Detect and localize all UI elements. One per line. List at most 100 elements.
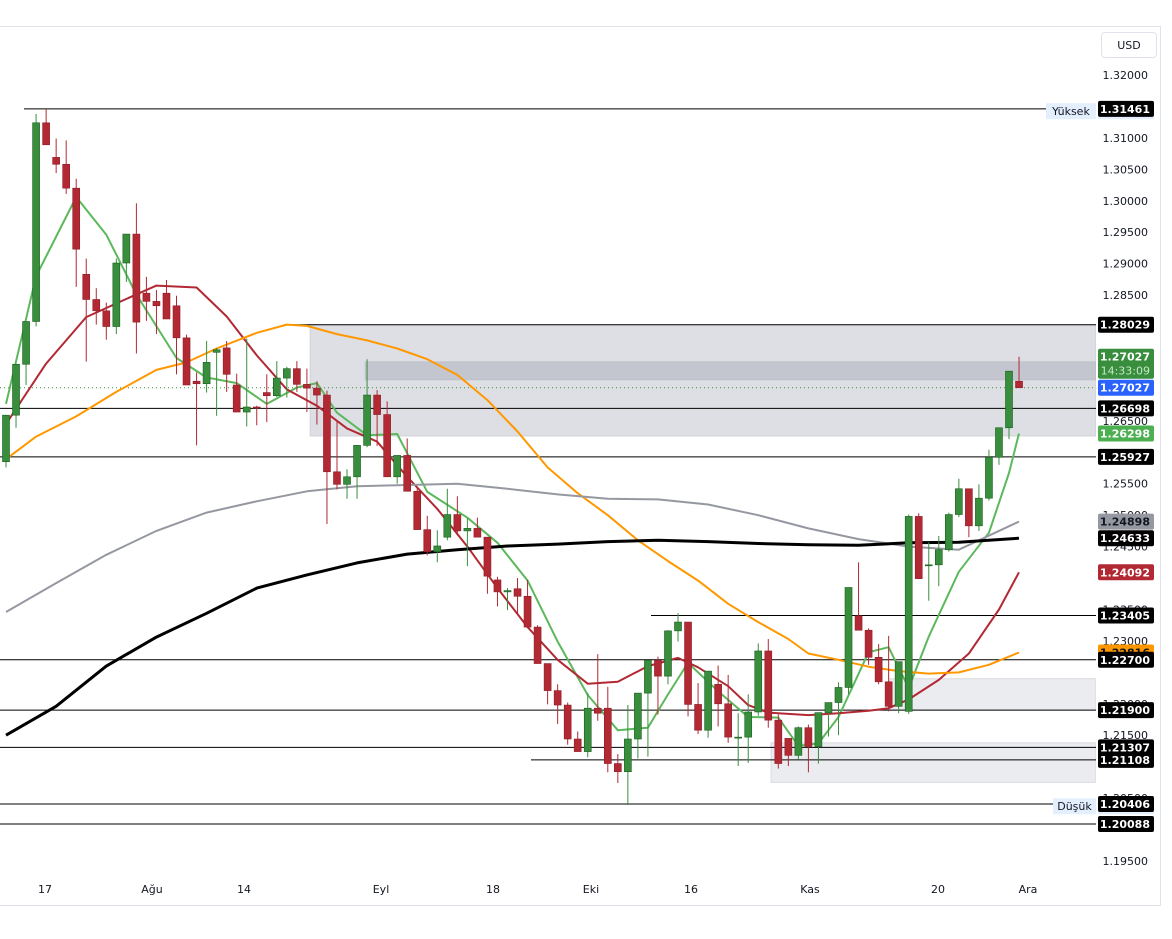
candle-down [82,274,91,300]
candle-up [924,564,933,567]
horizontal-levels[interactable] [0,108,1096,825]
price-tag: 1.21108 [1098,751,1154,768]
candle-down [684,621,692,705]
candle-down [423,529,432,552]
price-tag-text: 1.21307 [1100,741,1150,754]
candle-down [694,704,702,731]
candle-up [985,457,993,499]
marker-label: Düşük [1057,800,1092,813]
price-tag-bg [1098,513,1154,530]
price-tag: 1.26698 [1098,400,1154,417]
price-tag-bg [1098,651,1154,668]
marker-label: Yüksek [1051,105,1090,118]
price-axis-bg[interactable] [1096,27,1160,904]
candle-down [1015,380,1023,389]
candle-down [543,663,552,691]
candle-down [563,704,572,740]
price-tag-text: 1.20088 [1100,818,1150,831]
price-tag-text: 1.31461 [1100,103,1150,116]
ma-line [5,284,1020,717]
price-tag-text: 1.28029 [1100,319,1150,332]
price-tag-bg [1098,100,1154,117]
candle-up [894,661,903,707]
price-tick-label: 1.29500 [1103,226,1149,239]
candle-up [955,488,963,515]
time-tick-label: 20 [931,883,945,896]
candle-up [644,660,652,694]
chart-frame [0,26,1161,906]
time-tick-label: Ağu [141,883,162,896]
candle-down [52,157,60,165]
candle-up [945,514,953,551]
candle-down [764,650,773,721]
candle-down [593,707,602,714]
time-tick-label: Eki [583,883,599,896]
candle-down [523,595,532,628]
time-axis[interactable]: 17 Ağu 14 Eyl 18 Eki 16 Kas 20 Ara [38,883,1037,896]
candle-down [774,719,783,764]
zones [309,324,1097,783]
candle-down [413,490,422,530]
price-tag-text: 1.25927 [1100,451,1150,464]
ma-line [5,536,1020,737]
candle-down [313,387,321,396]
price-tag-text: 1.26698 [1100,402,1150,415]
price-tag: 1.26298 [1098,425,1154,442]
candle-down [192,380,201,385]
price-tag: 1.22700 [1098,651,1154,668]
price-tick-label: 1.19500 [1103,855,1149,868]
candle-up [283,368,291,379]
candle-down [965,488,973,527]
candle-up [2,414,10,463]
candle-up [12,363,20,416]
candle-down [854,615,863,631]
candle-up [704,670,712,731]
price-tag-bg [1098,316,1154,333]
price-tag-text: 1.22700 [1100,654,1150,667]
price-tag-bg [1098,379,1154,396]
candle-up [463,528,472,532]
candle-up [353,445,361,478]
price-tag-bg [1098,702,1154,719]
price-tag-bg [1098,796,1154,813]
candle-down [323,394,331,473]
candle-down [42,122,50,146]
candle-up [503,590,512,593]
price-tag-text: 1.24633 [1100,532,1150,545]
candle-down [262,392,271,396]
candle-up [634,692,642,740]
price-tag-text: 1.21900 [1100,704,1150,717]
candle-down [473,528,482,538]
price-tag-bg [1098,564,1154,581]
candle-down [784,738,793,756]
candle-down [303,384,311,389]
price-tag-bg [1098,425,1154,442]
price-tick-label: 1.26500 [1103,415,1149,428]
price-tag: 1.27027 [1098,379,1154,396]
candle-down [92,299,101,312]
candle-up [975,497,983,527]
candle-down [453,514,462,532]
price-axis[interactable]: 1.32000 1.31000 1.30500 1.30000 1.29500 1.290… [1103,69,1149,868]
candle-up [122,233,131,264]
marker-label-bg [1053,798,1096,815]
price-tick-label: 1.28500 [1103,289,1149,302]
price-tag-bg [1098,530,1154,547]
candle-down [222,347,231,375]
zone-rect [364,361,1097,381]
candle-down [152,301,161,307]
time-tick-label: 18 [486,883,500,896]
candle-down [864,629,873,658]
zone-rect [309,324,1097,437]
marker-label-bg [1046,103,1096,120]
price-tag: 1.25927 [1098,448,1154,465]
candle-up [754,650,763,713]
ma-line [5,196,1020,747]
candle-up [844,587,853,688]
candle-down [714,684,722,705]
price-tag: 1.24092 [1098,564,1154,581]
candle-up [32,122,40,322]
currency-button[interactable]: USD [1101,32,1157,58]
time-tick-label: Eyl [373,883,390,896]
